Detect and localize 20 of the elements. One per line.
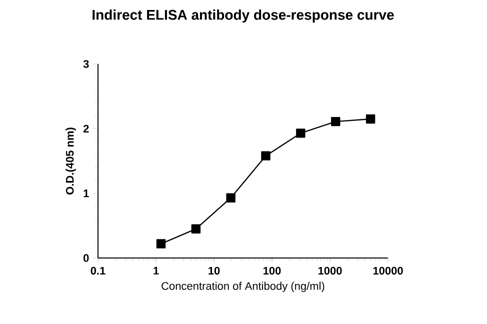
x-tick-label: 0.1 — [90, 266, 106, 275]
point — [261, 151, 270, 160]
y-tick-label: 2 — [83, 124, 89, 133]
point — [296, 128, 306, 138]
x-tick-label: 10 — [208, 266, 220, 275]
point — [156, 239, 166, 248]
point — [366, 114, 376, 124]
chart-title: Indirect ELISA antibody dose-response curve — [92, 10, 394, 23]
y-tick-label: 1 — [84, 190, 89, 198]
x-tick-label: 1000 — [318, 266, 342, 275]
x-tick-label: 10000 — [373, 266, 403, 275]
point — [191, 224, 201, 234]
x-tick-label: 100 — [264, 266, 281, 275]
x-tick-label: 1 — [154, 266, 159, 274]
point — [331, 116, 340, 126]
x-axis-title: Concentration of Antibody (ng/ml) — [162, 282, 324, 292]
y-tick-label: 0 — [84, 254, 89, 262]
point — [226, 193, 236, 202]
y-tick-label: 3 — [83, 60, 89, 68]
y-axis-title: O.D.(405 nm) — [66, 128, 76, 194]
